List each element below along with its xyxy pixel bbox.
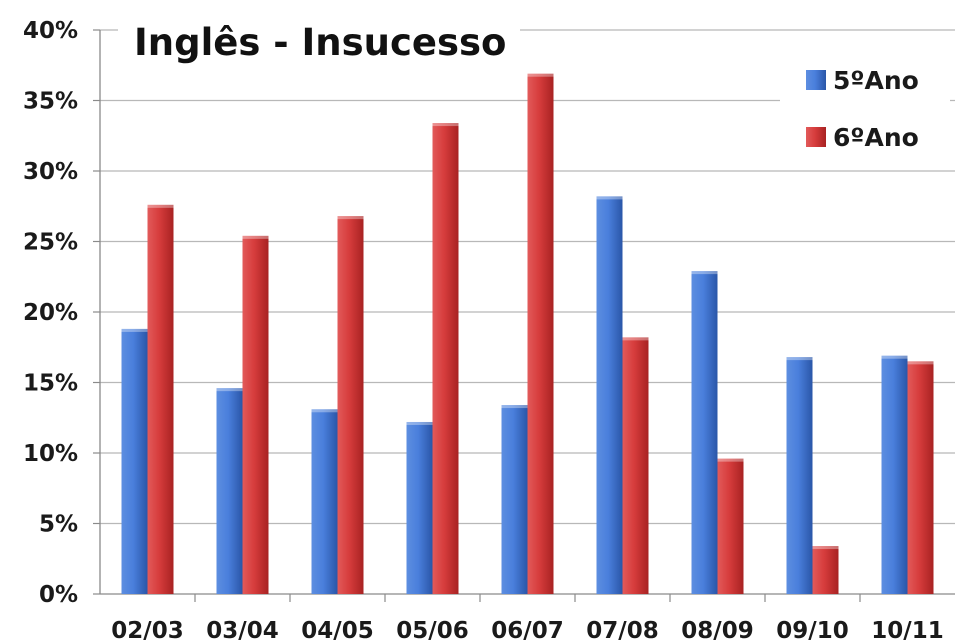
- legend-label: 5ºAno: [833, 66, 919, 95]
- bar-top-highlight: [596, 196, 623, 200]
- x-tick-label: 03/04: [206, 618, 278, 644]
- bar-series-1-04-05: [311, 409, 338, 594]
- bar-top-highlight: [242, 235, 269, 239]
- bar-series-1-08-09: [691, 271, 718, 594]
- x-tick-label: 05/06: [396, 618, 468, 644]
- bar-series-2-08-09: [717, 458, 744, 594]
- bar-top-highlight: [881, 355, 908, 359]
- x-tick-label: 10/11: [871, 618, 943, 644]
- chart-title: Inglês - Insucesso: [134, 21, 506, 64]
- y-tick-label: 30%: [23, 159, 78, 185]
- bar-series-2-02-03: [147, 204, 174, 594]
- bar-top-highlight: [622, 337, 649, 341]
- y-tick-label: 15%: [23, 371, 78, 397]
- bar-series-2-04-05: [337, 216, 364, 594]
- bar-series-1-10-11: [881, 355, 908, 594]
- bar-series-2-10-11: [907, 361, 934, 594]
- bar-series-1-05-06: [406, 421, 433, 594]
- bar-top-highlight: [406, 421, 433, 425]
- bar-series-2-05-06: [432, 123, 459, 594]
- legend: 5ºAno 6ºAno: [780, 58, 950, 162]
- bar-top-highlight: [311, 409, 338, 413]
- bar-top-highlight: [121, 328, 148, 332]
- bar-top-highlight: [337, 216, 364, 220]
- bar-top-highlight: [147, 204, 174, 208]
- legend-swatch: [806, 127, 826, 147]
- y-tick-label: 20%: [23, 300, 78, 326]
- y-tick-label: 5%: [39, 512, 78, 538]
- bar-top-highlight: [216, 388, 243, 392]
- bar-series-2-06-07: [527, 73, 554, 594]
- bar-series-1-09-10: [786, 357, 813, 594]
- bar-series-2-07-08: [622, 337, 649, 594]
- bar-top-highlight: [907, 361, 934, 365]
- bar-top-highlight: [527, 73, 554, 77]
- x-tick-labels: 02/03 03/04 04/05 05/06 06/07 07/08 08/09 09/10…: [111, 618, 943, 644]
- y-tick-label: 25%: [23, 230, 78, 256]
- bar-top-highlight: [501, 405, 528, 409]
- y-tick-label: 10%: [23, 441, 78, 467]
- bar-series-1-07-08: [596, 196, 623, 594]
- bar-top-highlight: [786, 357, 813, 361]
- bar-top-highlight: [812, 546, 839, 550]
- y-tick-labels: 0% 5% 10% 15% 20% 25% 30% 35% 40%: [23, 18, 78, 608]
- x-tick-label: 07/08: [586, 618, 658, 644]
- x-tick-label: 04/05: [301, 618, 373, 644]
- y-tick-label: 0%: [39, 582, 78, 608]
- legend-label: 6ºAno: [833, 123, 919, 152]
- legend-swatch: [806, 70, 826, 90]
- bar-top-highlight: [691, 271, 718, 275]
- bars: [121, 73, 934, 595]
- bar-series-2-09-10: [812, 546, 839, 594]
- bar-series-1-06-07: [501, 405, 528, 594]
- title-background: [118, 8, 520, 66]
- bar-series-1-03-04: [216, 388, 243, 594]
- bar-series-1-02-03: [121, 328, 148, 594]
- x-tick-label: 09/10: [776, 618, 848, 644]
- bar-top-highlight: [717, 458, 744, 462]
- x-tick-label: 06/07: [491, 618, 563, 644]
- x-tick-label: 08/09: [681, 618, 753, 644]
- y-tick-label: 35%: [23, 89, 78, 115]
- bar-top-highlight: [432, 123, 459, 127]
- y-tick-label: 40%: [23, 18, 78, 44]
- x-tick-label: 02/03: [111, 618, 183, 644]
- bar-series-2-03-04: [242, 235, 269, 595]
